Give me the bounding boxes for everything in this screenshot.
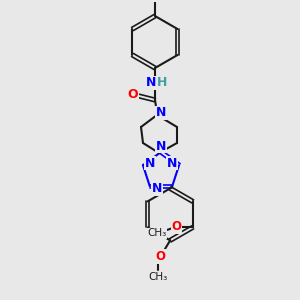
Text: N: N — [167, 157, 177, 169]
Text: N: N — [146, 76, 156, 89]
Text: CH₃: CH₃ — [147, 228, 166, 239]
Text: N: N — [156, 106, 166, 119]
Text: CH₃: CH₃ — [148, 272, 168, 282]
Text: Cl: Cl — [148, 0, 162, 2]
Text: O: O — [128, 88, 138, 101]
Text: O: O — [155, 250, 165, 263]
Text: O: O — [172, 220, 182, 233]
Text: N: N — [145, 157, 155, 169]
Text: N: N — [156, 140, 166, 152]
Text: H: H — [157, 76, 167, 89]
Text: N: N — [152, 182, 162, 195]
